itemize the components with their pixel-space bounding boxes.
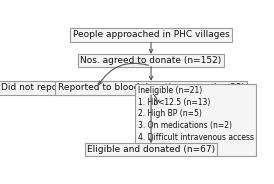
- Text: Nos. agreed to donate (n=152): Nos. agreed to donate (n=152): [80, 56, 222, 65]
- Text: People approached in PHC villages: People approached in PHC villages: [73, 30, 229, 39]
- Text: Did not report to camp (n=64): Did not report to camp (n=64): [1, 84, 139, 93]
- Text: Eligible and donated (n=67): Eligible and donated (n=67): [87, 145, 215, 154]
- Text: Reported to blood donation camp (n=88): Reported to blood donation camp (n=88): [58, 84, 244, 93]
- Text: Ineligible (n=21)
1. Hb<12.5 (n=13)
2. High BP (n=5)
3. On medications (n=2)
4. : Ineligible (n=21) 1. Hb<12.5 (n=13) 2. H…: [138, 86, 254, 154]
